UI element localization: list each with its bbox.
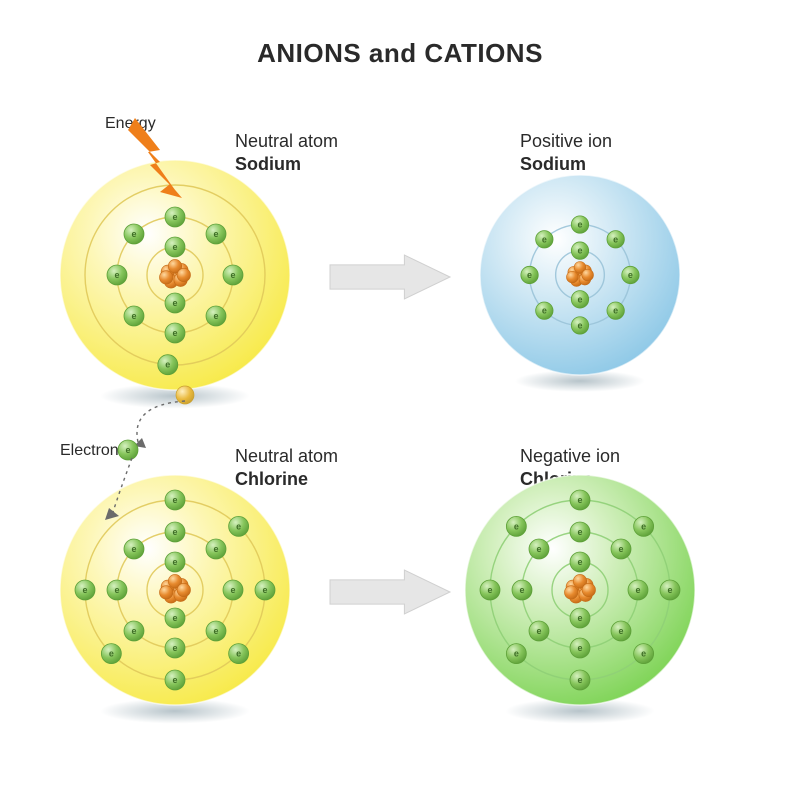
svg-text:e: e <box>125 445 130 455</box>
svg-text:e: e <box>230 585 235 595</box>
svg-text:e: e <box>641 521 646 531</box>
svg-text:e: e <box>172 643 177 653</box>
svg-text:e: e <box>628 270 633 280</box>
svg-text:e: e <box>536 544 541 554</box>
svg-text:e: e <box>172 242 177 252</box>
svg-text:e: e <box>536 626 541 636</box>
svg-text:e: e <box>131 229 136 239</box>
svg-text:e: e <box>542 234 547 244</box>
svg-text:e: e <box>577 246 582 256</box>
svg-text:e: e <box>131 311 136 321</box>
svg-text:e: e <box>577 675 582 685</box>
svg-text:e: e <box>214 626 219 636</box>
svg-text:e: e <box>577 220 582 230</box>
svg-text:e: e <box>635 585 640 595</box>
svg-text:e: e <box>667 585 672 595</box>
svg-text:e: e <box>514 649 519 659</box>
svg-text:e: e <box>172 495 177 505</box>
svg-text:e: e <box>613 306 618 316</box>
svg-text:e: e <box>172 212 177 222</box>
svg-text:e: e <box>172 328 177 338</box>
svg-text:e: e <box>542 306 547 316</box>
svg-text:e: e <box>172 557 177 567</box>
svg-text:e: e <box>114 585 119 595</box>
svg-text:e: e <box>577 613 582 623</box>
svg-text:e: e <box>613 234 618 244</box>
svg-text:e: e <box>172 527 177 537</box>
svg-text:e: e <box>641 649 646 659</box>
svg-text:e: e <box>109 649 114 659</box>
svg-text:e: e <box>131 626 136 636</box>
diagram-stage: e e e e e e e e e e e e e e e e e e e e e e e e e e e e e e e e e e e e e e e e… <box>0 0 800 800</box>
svg-text:e: e <box>172 298 177 308</box>
svg-text:e: e <box>165 360 170 370</box>
svg-text:e: e <box>214 229 219 239</box>
svg-text:e: e <box>236 521 241 531</box>
svg-text:e: e <box>114 270 119 280</box>
svg-text:e: e <box>577 557 582 567</box>
svg-text:e: e <box>131 544 136 554</box>
svg-text:e: e <box>262 585 267 595</box>
svg-text:e: e <box>214 544 219 554</box>
svg-text:e: e <box>577 495 582 505</box>
svg-text:e: e <box>619 544 624 554</box>
svg-text:e: e <box>230 270 235 280</box>
svg-text:e: e <box>236 649 241 659</box>
svg-text:e: e <box>527 270 532 280</box>
svg-text:e: e <box>172 613 177 623</box>
svg-text:e: e <box>577 294 582 304</box>
svg-text:e: e <box>172 675 177 685</box>
svg-text:e: e <box>519 585 524 595</box>
svg-text:e: e <box>82 585 87 595</box>
svg-text:e: e <box>577 320 582 330</box>
svg-text:e: e <box>214 311 219 321</box>
svg-text:e: e <box>514 521 519 531</box>
svg-text:e: e <box>577 527 582 537</box>
svg-text:e: e <box>577 643 582 653</box>
svg-text:e: e <box>619 626 624 636</box>
svg-text:e: e <box>487 585 492 595</box>
